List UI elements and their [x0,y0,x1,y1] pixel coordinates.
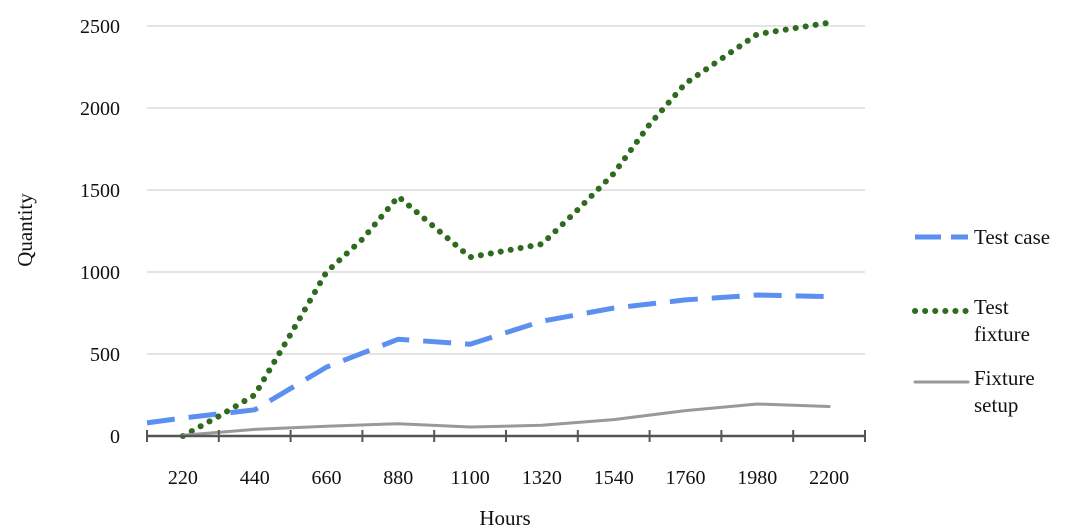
x-tick-label: 1980 [737,467,777,489]
x-tick-label: 660 [312,467,342,489]
series-line-3 [181,402,831,437]
x-tick-label: 1760 [666,467,706,489]
y-axis-title: Quantity [13,193,37,267]
x-tick-label: 1100 [450,467,489,489]
y-tick-label: 1000 [80,262,120,284]
x-tick-label: 220 [168,467,198,489]
legend: Test case Test fixture Fixture setup [912,225,1050,417]
y-tick-label: 0 [110,426,120,448]
x-axis [146,430,866,442]
legend-label-2: Test fixture [974,295,1030,346]
x-tick-label: 880 [383,467,413,489]
x-tick-label: 1320 [522,467,562,489]
x-tick-label: 440 [240,467,270,489]
legend-label-1: Test case [974,225,1050,249]
series-line-2 [179,19,833,439]
y-tick-label: 2000 [80,98,120,120]
legend-label-3: Fixture setup [974,366,1035,417]
series-lines [146,19,833,439]
x-tick-label: 1540 [594,467,634,489]
y-tick-label: 2500 [80,16,120,38]
x-axis-title: Hours [479,506,530,530]
grid-lines [147,25,865,355]
x-tick-label: 2200 [809,467,849,489]
x-axis-tick-labels: 220 440 660 880 1100 1320 1540 1760 1980 2200 [168,467,849,489]
series-line-1 [146,292,830,426]
y-tick-label: 500 [90,344,120,366]
y-tick-label: 1500 [80,180,120,202]
y-axis-tick-labels: 0 500 1000 1500 2000 2500 [80,16,120,448]
